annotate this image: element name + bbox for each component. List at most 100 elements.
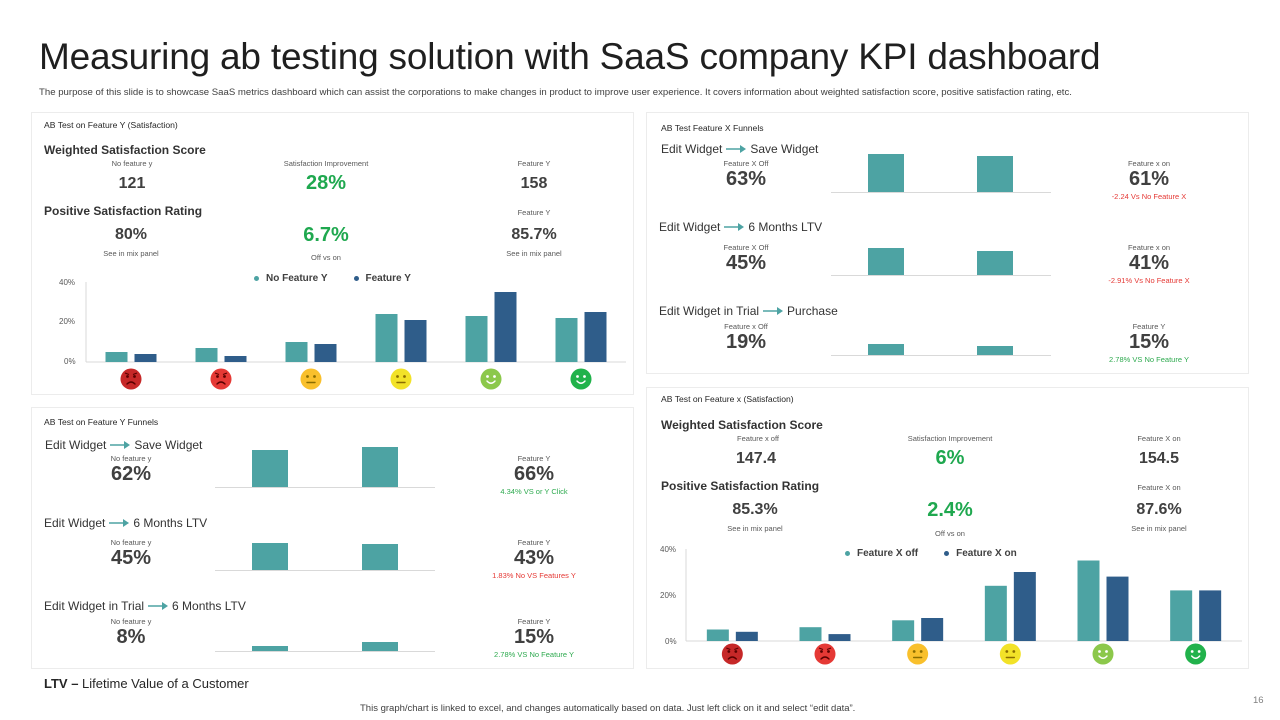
weighted-satisfaction-label: Weighted Satisfaction Score [661, 418, 823, 432]
funnel-left-value: 63% [725, 168, 767, 190]
y-tick-label: 0% [64, 357, 76, 366]
psr-value-no-feature: 80% [114, 226, 148, 243]
bar-feature-x-on [1106, 576, 1129, 641]
arrow-right-icon [726, 142, 747, 156]
legend-label: No Feature Y [266, 273, 328, 284]
psr-note-feature: See in mix panel [506, 249, 562, 258]
funnel-to: 6 Months LTV [172, 599, 246, 613]
funnel-left-value: 45% [725, 252, 767, 274]
satisfaction-face-icon [1185, 643, 1207, 665]
arrow-right-icon [763, 304, 784, 318]
funnel-to: 6 Months LTV [748, 220, 823, 234]
satisfaction-face-icon [814, 643, 836, 665]
bar-feature-x-off [799, 627, 822, 641]
legend-label: Feature Y [365, 273, 411, 284]
funnel-right-caption: Feature x on [1127, 159, 1171, 168]
bar-no-feature-y [105, 352, 128, 362]
legend-item: Feature Y [353, 273, 411, 284]
legend-label: Feature X on [956, 548, 1017, 559]
funnel-bar [362, 642, 398, 651]
chart-legend: No Feature Y Feature Y [254, 273, 411, 284]
panel-title: AB Test Feature X Funnels [661, 123, 764, 133]
wss-value-improvement: 6% [935, 447, 965, 469]
page-title: Measuring ab testing solution with SaaS … [39, 36, 1101, 77]
panel-title: AB Test on Feature Y Funnels [44, 417, 159, 427]
funnel-from: Edit Widget [45, 438, 107, 452]
funnel-bar [252, 543, 288, 570]
wss-caption-no-feature: No feature y [111, 159, 153, 168]
arrow-right-icon [724, 220, 745, 234]
psr-note-improvement: Off vs on [311, 253, 341, 262]
satisfaction-face-icon [1092, 643, 1114, 665]
bar-feature-y [404, 320, 427, 362]
bar-feature-y [494, 292, 517, 362]
wss-caption-improvement: Satisfaction Improvement [907, 434, 993, 443]
footer-note: This graph/chart is linked to excel, and… [360, 703, 856, 714]
satisfaction-face-icon [999, 643, 1021, 665]
y-tick-label: 20% [59, 317, 76, 326]
funnel-bar [868, 154, 904, 192]
psr-note-no-feature: See in mix panel [103, 249, 159, 258]
psr-value-feature-off: 85.3% [732, 501, 778, 518]
funnel-to: Purchase [787, 304, 838, 318]
funnel-baseline [215, 651, 435, 652]
bar-no-feature-y [375, 314, 398, 362]
funnel-bar [252, 450, 288, 487]
bar-feature-x-on [735, 631, 758, 641]
funnel-baseline [831, 275, 1051, 276]
panel-feature-x-funnels: AB Test Feature X Funnels [646, 112, 1249, 374]
legend-label: Feature X off [857, 548, 919, 559]
funnel-to: Save Widget [750, 142, 819, 156]
funnel-bar [252, 646, 288, 651]
wss-value-feature-off: 147.4 [735, 450, 777, 467]
funnel-right-caption: Feature Y [1132, 322, 1166, 331]
funnel-to: 6 Months LTV [133, 516, 208, 530]
wss-value-feature-on: 154.5 [1138, 450, 1180, 467]
funnel-baseline [215, 570, 435, 571]
bar-no-feature-y [285, 342, 308, 362]
panel-feature-y-funnels: AB Test on Feature Y Funnels [31, 407, 634, 669]
psr-note-feature-on: See in mix panel [1131, 524, 1187, 533]
y-tick-label: 40% [660, 545, 677, 554]
legend-dot [254, 275, 259, 281]
bar-feature-y [584, 312, 607, 362]
wss-value-improvement: 28% [305, 172, 347, 194]
ltv-abbr: LTV – [44, 676, 79, 691]
funnel-step-label: Edit Widget 6 Months LTV [44, 516, 207, 530]
satisfaction-face-icon [907, 643, 929, 665]
funnel-bar [977, 346, 1013, 355]
wss-caption-improvement: Satisfaction Improvement [283, 159, 369, 168]
panel-title: AB Test on Feature x (Satisfaction) [661, 394, 794, 404]
funnel-right-value: 15% [1128, 331, 1170, 353]
satisfaction-bar-chart-y [85, 282, 626, 390]
satisfaction-face-icon [300, 368, 322, 390]
weighted-satisfaction-label: Weighted Satisfaction Score [44, 143, 206, 157]
panel-title: AB Test on Feature Y (Satisfaction) [44, 120, 178, 130]
bar-feature-x-on [921, 618, 944, 641]
legend-item: Feature X on [944, 548, 1017, 559]
funnel-bar [362, 544, 398, 570]
funnel-right-value: 66% [513, 463, 555, 485]
y-tick-label: 0% [665, 637, 677, 646]
funnel-delta: 1.83% No VS Features Y [492, 571, 576, 580]
funnel-right-caption: Feature x on [1127, 243, 1171, 252]
ltv-definition: LTV – Lifetime Value of a Customer [44, 676, 249, 691]
funnel-left-caption: No feature y [110, 538, 152, 547]
funnel-delta: 2.78% VS No Feature Y [494, 650, 574, 659]
wss-value-feature: 158 [520, 175, 548, 192]
bar-feature-y [224, 356, 247, 362]
bar-feature-x-on [1013, 572, 1036, 641]
bar-feature-x-off [1170, 590, 1193, 641]
legend-item: Feature X off [845, 548, 918, 559]
bar-feature-x-on [1199, 590, 1222, 641]
arrow-right-icon [109, 516, 130, 530]
psr-note-feature-off: See in mix panel [727, 524, 783, 533]
funnel-right-value: 43% [513, 547, 555, 569]
satisfaction-bar-chart-x [685, 549, 1242, 665]
funnel-left-value: 62% [110, 463, 152, 485]
funnel-right-caption: Feature Y [517, 538, 551, 547]
legend-item: No Feature Y [254, 273, 328, 284]
funnel-baseline [831, 192, 1051, 193]
legend-dot [353, 275, 359, 281]
satisfaction-face-icon [721, 643, 743, 665]
